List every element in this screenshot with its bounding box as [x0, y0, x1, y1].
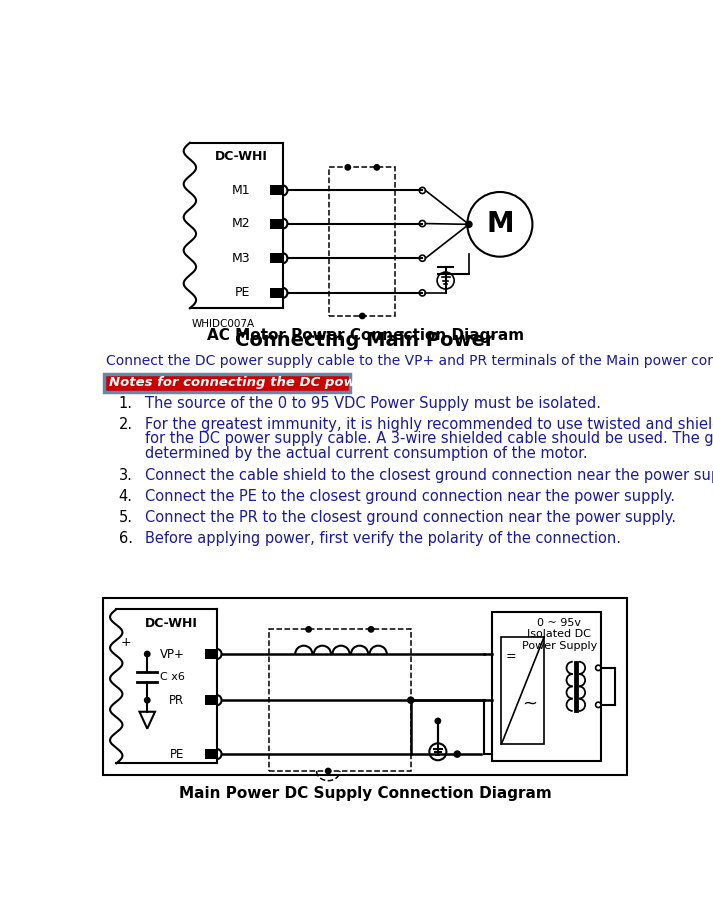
Circle shape	[454, 751, 461, 757]
Text: Before applying power, first verify the polarity of the connection.: Before applying power, first verify the …	[145, 531, 621, 546]
Text: 6.: 6.	[118, 531, 133, 546]
Circle shape	[359, 313, 365, 318]
Bar	[205, 749, 217, 759]
Bar	[270, 219, 283, 229]
Text: 0 ~ 95v
Isolated DC
Power Supply: 0 ~ 95v Isolated DC Power Supply	[521, 618, 597, 651]
Circle shape	[369, 627, 374, 632]
Bar	[501, 637, 544, 744]
Circle shape	[326, 768, 331, 774]
Circle shape	[419, 255, 426, 261]
Text: 3.: 3.	[118, 468, 133, 483]
Text: The source of the 0 to 95 VDC Power Supply must be isolated.: The source of the 0 to 95 VDC Power Supp…	[145, 396, 601, 411]
Text: Main Power DC Supply Connection Diagram: Main Power DC Supply Connection Diagram	[179, 785, 551, 801]
Text: PR: PR	[169, 694, 185, 707]
Text: 1.: 1.	[118, 396, 133, 411]
Bar	[270, 288, 283, 297]
Circle shape	[419, 290, 426, 296]
Circle shape	[419, 188, 426, 193]
Text: M: M	[486, 210, 513, 239]
Text: 2.: 2.	[118, 417, 133, 432]
Text: DC-WHI: DC-WHI	[215, 151, 267, 163]
Text: determined by the actual current consumption of the motor.: determined by the actual current consump…	[145, 446, 588, 461]
Text: PE: PE	[170, 747, 185, 761]
Text: M3: M3	[232, 252, 250, 265]
FancyBboxPatch shape	[104, 374, 349, 392]
Text: C x6: C x6	[160, 672, 185, 682]
Circle shape	[437, 272, 454, 289]
Bar	[270, 253, 283, 263]
Circle shape	[145, 651, 150, 657]
Text: M2: M2	[232, 217, 250, 230]
Bar	[269, 629, 411, 771]
Bar	[205, 695, 217, 706]
Text: Connect the PR to the closest ground connection near the power supply.: Connect the PR to the closest ground con…	[145, 510, 676, 525]
Circle shape	[345, 165, 351, 170]
Circle shape	[435, 751, 441, 757]
Text: =: =	[506, 649, 516, 663]
Circle shape	[595, 702, 601, 707]
Bar	[103, 598, 627, 775]
Circle shape	[429, 744, 446, 760]
Text: WHIDC007A: WHIDC007A	[191, 319, 255, 329]
Text: for the DC power supply cable. A 3-wire shielded cable should be used. The gauge: for the DC power supply cable. A 3-wire …	[145, 432, 713, 446]
Circle shape	[408, 697, 414, 703]
Text: Connect the PE to the closest ground connection near the power supply.: Connect the PE to the closest ground con…	[145, 489, 675, 504]
Circle shape	[467, 192, 533, 257]
Text: PE: PE	[235, 287, 250, 299]
Text: ~: ~	[522, 695, 537, 712]
Text: +: +	[120, 637, 131, 649]
Text: For the greatest immunity, it is highly recommended to use twisted and shielded : For the greatest immunity, it is highly …	[145, 417, 713, 432]
Bar	[329, 168, 395, 316]
Text: Notes for connecting the DC power supply:: Notes for connecting the DC power supply…	[109, 375, 431, 389]
Circle shape	[595, 665, 601, 670]
Text: AC Motor Power Connection Diagram: AC Motor Power Connection Diagram	[207, 328, 524, 343]
Text: Connect the DC power supply cable to the VP+ and PR terminals of the Main power : Connect the DC power supply cable to the…	[106, 355, 713, 368]
Text: Connect the cable shield to the closest ground connection near the power supply.: Connect the cable shield to the closest …	[145, 468, 713, 483]
Text: 4.: 4.	[118, 489, 133, 504]
Bar	[205, 649, 217, 659]
Circle shape	[466, 221, 472, 228]
Bar	[270, 185, 283, 196]
Circle shape	[435, 718, 441, 724]
Text: VP+: VP+	[160, 648, 185, 660]
Circle shape	[145, 697, 150, 703]
Circle shape	[419, 220, 426, 227]
Text: Connecting Main Power: Connecting Main Power	[235, 331, 495, 350]
Text: M1: M1	[232, 184, 250, 197]
Bar	[492, 611, 600, 761]
Text: DC-WHI: DC-WHI	[145, 617, 198, 630]
Circle shape	[306, 627, 312, 632]
Circle shape	[374, 165, 379, 170]
Text: 5.: 5.	[118, 510, 133, 525]
